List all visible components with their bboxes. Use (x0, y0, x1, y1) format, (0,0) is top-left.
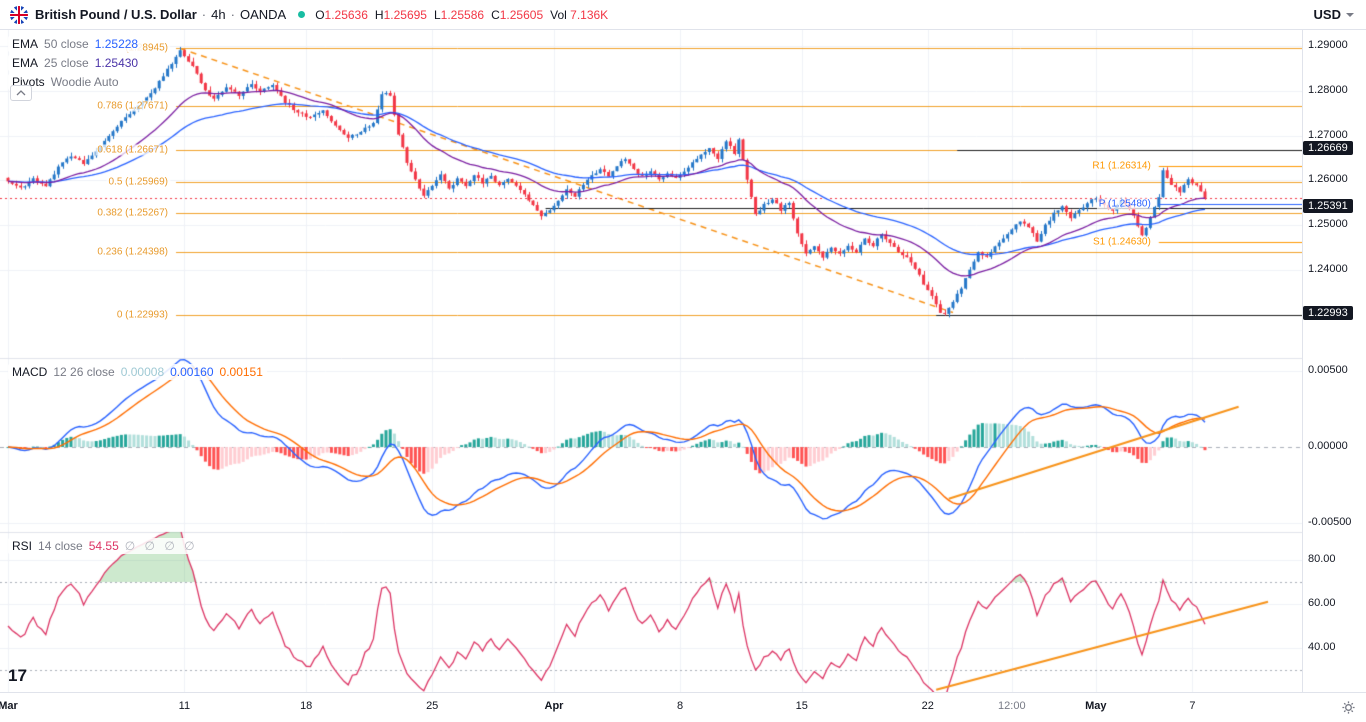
macd-signal-value: 0.00151 (219, 365, 263, 379)
x-axis-tick: 22 (921, 700, 934, 712)
market-status-dot (298, 11, 306, 18)
legend-ema50[interactable]: EMA 50 close 1.25228 (8, 36, 143, 52)
x-axis-tick: 18 (300, 700, 313, 712)
rsi-pane-legend: RSI 14 close 54.55 ∅ ∅ ∅ ∅ (8, 538, 202, 557)
y-axis-tick: 1.27000 (1308, 128, 1348, 141)
open-value: 1.25636 (324, 7, 368, 22)
y-axis-tick: -0.00500 (1308, 516, 1352, 529)
indicator-params: 12 26 close (53, 365, 115, 379)
x-axis-tick: Apr (544, 700, 564, 712)
price-line-tag[interactable]: 1.25391 (1303, 198, 1353, 213)
indicator-params: 25 close (44, 56, 89, 70)
y-axis-tick: 60.00 (1308, 596, 1336, 609)
macd-line-value: 0.00160 (170, 365, 214, 379)
rsi-empty-values: ∅ ∅ ∅ ∅ (124, 539, 198, 553)
chart-header: British Pound / U.S. Dollar · 4h · OANDA… (0, 0, 1366, 30)
indicator-params: 50 close (44, 37, 89, 51)
chevron-down-icon (1346, 12, 1354, 17)
time-axis[interactable]: Mar 11 18 25 Apr 8 15 22 12:00 May 7 (0, 692, 1366, 722)
indicator-params: Woodie Auto (50, 75, 119, 89)
gbp-flag-icon (10, 5, 28, 24)
x-axis-tick: Mar (0, 700, 18, 712)
y-axis-tick: 1.25000 (1308, 218, 1348, 231)
main-pane-legend: EMA 50 close 1.25228 EMA 25 close 1.2543… (8, 36, 143, 93)
legend-rsi[interactable]: RSI 14 close 54.55 ∅ ∅ ∅ ∅ (8, 538, 202, 554)
interval-label[interactable]: 4h (211, 7, 226, 22)
volume-label: Vol (550, 7, 567, 22)
legend-ema25[interactable]: EMA 25 close 1.25430 (8, 55, 143, 71)
fib-level-label[interactable]: 0.382 (1.25267) (95, 207, 170, 219)
open-label: O (315, 7, 325, 22)
currency-value: USD (1313, 7, 1341, 22)
y-axis-tick: 40.00 (1308, 640, 1336, 653)
high-value: 1.25695 (383, 7, 427, 22)
y-axis-tick: 1.28000 (1308, 83, 1348, 96)
y-axis-tick: 0.00500 (1308, 364, 1348, 377)
low-label: L (433, 7, 441, 22)
pivot-level-label: S1 (1.24630) (1090, 236, 1153, 248)
collapse-indicators-button[interactable] (10, 85, 32, 101)
fib-level-label[interactable]: 0.786 (1.27671) (95, 100, 170, 112)
y-axis-tick: 1.29000 (1308, 38, 1348, 51)
fib-level-label[interactable]: 0.236 (1.24398) (95, 246, 170, 258)
pivot-level-label: R1 (1.26314) (1090, 160, 1153, 172)
indicator-name: RSI (12, 539, 33, 553)
high-label: H (374, 7, 384, 22)
indicator-value: 1.25228 (94, 37, 139, 51)
pivot-level-label: P (1.25480) (1096, 198, 1153, 210)
chevron-up-icon (16, 90, 26, 96)
symbol-title[interactable]: British Pound / U.S. Dollar (35, 7, 197, 22)
rsi-value: 54.55 (88, 539, 119, 553)
y-axis-tick: 1.24000 (1308, 263, 1348, 275)
y-axis-tick: 0.00000 (1308, 440, 1348, 453)
ohlc-readout: O1.25636 H1.25695 L1.25586 C1.25605 Vol … (315, 8, 608, 22)
close-label: C (491, 7, 500, 22)
indicator-value: 1.25430 (94, 56, 139, 70)
legend-macd[interactable]: MACD 12 26 close 0.00008 0.00160 0.00151 (8, 364, 267, 380)
macd-hist-value: 0.00008 (120, 365, 165, 379)
y-axis-tick: 80.00 (1308, 552, 1336, 565)
x-axis-tick: 8 (676, 700, 684, 712)
fib-level-label[interactable]: (1.28945) (123, 42, 170, 54)
x-axis-tick: 11 (178, 700, 191, 712)
y-axis-tick: 1.26000 (1308, 173, 1348, 186)
watermark: 17 (8, 666, 27, 685)
fib-level-label[interactable]: 0 (1.22993) (114, 309, 170, 321)
indicator-params: 14 close (38, 539, 83, 553)
fib-level-label[interactable]: 0.618 (1.26671) (95, 144, 170, 156)
fib-level-label[interactable]: 0.5 (1.25969) (106, 176, 170, 188)
x-axis-tick: 25 (426, 700, 439, 712)
price-axis[interactable] (1302, 30, 1366, 692)
x-axis-tick: 7 (1189, 700, 1196, 712)
x-axis-tick: 12:00 (998, 700, 1026, 712)
price-line-tag[interactable]: 1.22993 (1303, 306, 1353, 321)
volume-value: 7.136K (570, 7, 609, 22)
price-line-tag[interactable]: 1.26669 (1303, 141, 1353, 156)
indicator-name: MACD (12, 365, 48, 379)
separator-dot: · (201, 7, 207, 22)
x-axis-tick: 15 (795, 700, 808, 712)
exchange-label: OANDA (239, 7, 287, 22)
indicator-name: EMA (12, 37, 39, 51)
settings-gear-icon[interactable] (1341, 700, 1356, 720)
macd-pane-legend: MACD 12 26 close 0.00008 0.00160 0.00151 (8, 364, 267, 383)
indicator-name: EMA (12, 56, 39, 70)
currency-selector[interactable]: USD (1314, 0, 1354, 29)
close-value: 1.25605 (499, 7, 544, 22)
separator-dot: · (230, 7, 235, 22)
x-axis-tick: May (1085, 700, 1107, 712)
low-value: 1.25586 (440, 7, 485, 22)
